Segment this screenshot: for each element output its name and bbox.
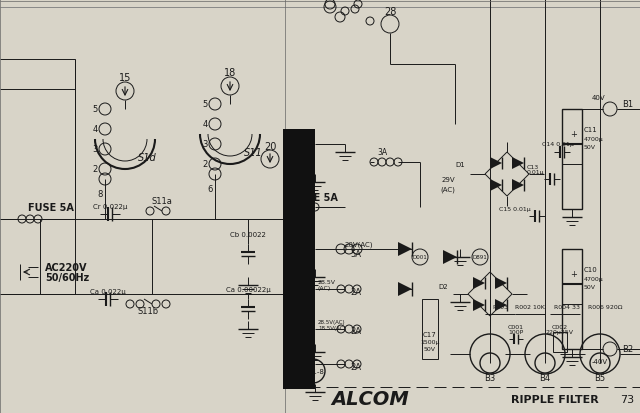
Bar: [283, 130, 315, 389]
Text: 4700μ: 4700μ: [584, 137, 604, 142]
Text: 29V: 29V: [284, 214, 298, 221]
Text: S11b: S11b: [138, 307, 159, 316]
Text: 28: 28: [384, 7, 396, 17]
Text: C001
100P: C001 100P: [508, 324, 524, 335]
Text: 2: 2: [202, 160, 207, 169]
Text: +: +: [571, 130, 577, 139]
Polygon shape: [495, 299, 507, 311]
Polygon shape: [443, 250, 457, 264]
Text: 3A: 3A: [377, 148, 387, 157]
Text: 3: 3: [202, 140, 208, 149]
Text: Ca 0.00022μ: Ca 0.00022μ: [226, 286, 270, 292]
Text: R004 33: R004 33: [554, 305, 580, 310]
Text: R002 10K: R002 10K: [515, 305, 545, 310]
Text: C13
0.01μ: C13 0.01μ: [527, 164, 545, 175]
Text: D2: D2: [438, 283, 448, 289]
Text: 2A: 2A: [350, 327, 361, 336]
Text: C17: C17: [423, 331, 437, 337]
Text: 2A: 2A: [350, 288, 361, 297]
Text: 2A: 2A: [350, 363, 361, 372]
Bar: [553, 332, 567, 352]
Bar: [562, 110, 582, 209]
Text: C002
220μ25V: C002 220μ25V: [546, 324, 574, 335]
Text: 8: 8: [97, 190, 102, 199]
Text: 5: 5: [202, 100, 207, 109]
Text: 50V: 50V: [584, 285, 596, 290]
Text: R003: R003: [492, 305, 508, 310]
Text: 50V: 50V: [424, 347, 436, 351]
Bar: [422, 299, 438, 359]
Text: 4: 4: [202, 120, 207, 129]
Text: B5: B5: [595, 374, 605, 382]
Text: AC220V: AC220V: [45, 262, 88, 272]
Text: 6: 6: [207, 185, 212, 194]
Text: 5A: 5A: [350, 250, 361, 259]
Text: S11: S11: [244, 147, 262, 158]
Text: FUSE 5A: FUSE 5A: [292, 192, 338, 202]
Text: B4: B4: [540, 374, 550, 382]
Polygon shape: [512, 158, 524, 170]
Text: (AC): (AC): [284, 222, 299, 229]
Text: Ca 0.022μ: Ca 0.022μ: [90, 288, 126, 294]
Text: Cb 0.0022: Cb 0.0022: [230, 231, 266, 237]
Text: -40V: -40V: [592, 358, 608, 364]
Polygon shape: [398, 282, 412, 296]
Text: 18: 18: [224, 68, 236, 78]
Text: 50/60Hz: 50/60Hz: [45, 272, 89, 282]
Text: R006 920Ω: R006 920Ω: [588, 305, 622, 310]
Polygon shape: [398, 242, 412, 256]
Polygon shape: [473, 277, 485, 289]
Text: 73: 73: [620, 394, 634, 404]
Text: 4700μ: 4700μ: [584, 277, 604, 282]
Text: RIPPLE FILTER: RIPPLE FILTER: [511, 394, 599, 404]
Text: 3: 3: [92, 145, 98, 154]
Text: 20V(AC): 20V(AC): [345, 241, 374, 248]
Polygon shape: [512, 180, 524, 192]
Text: 2: 2: [92, 165, 98, 174]
Text: C11: C11: [584, 127, 598, 133]
Text: ALCOM: ALCOM: [331, 389, 409, 408]
Text: (AC): (AC): [440, 186, 455, 193]
Text: (AC): (AC): [318, 286, 332, 291]
Polygon shape: [473, 299, 485, 311]
Text: 28.5V(AC): 28.5V(AC): [318, 320, 346, 325]
Text: S11a: S11a: [152, 197, 173, 206]
Text: 5: 5: [92, 105, 98, 114]
Polygon shape: [490, 180, 502, 192]
Text: D001: D001: [413, 255, 428, 260]
Text: B1: B1: [622, 100, 633, 109]
Text: D1: D1: [455, 161, 465, 168]
Text: 20: 20: [264, 142, 276, 152]
Text: 29V: 29V: [442, 177, 455, 183]
Text: S1d: S1d: [138, 153, 156, 163]
Text: 28.5V: 28.5V: [318, 280, 336, 285]
Text: 15: 15: [119, 73, 131, 83]
Text: C15 0.01μ: C15 0.01μ: [499, 207, 531, 212]
Bar: [562, 249, 582, 349]
Text: C14 0.01μ: C14 0.01μ: [542, 142, 574, 147]
Text: C10: C10: [584, 266, 598, 272]
Text: P.L.1-8: P.L.1-8: [301, 368, 324, 374]
Polygon shape: [495, 277, 507, 289]
Bar: [0, 0, 285, 413]
Text: B3: B3: [484, 374, 495, 382]
Text: FUSE 5A: FUSE 5A: [28, 202, 74, 212]
Text: D891: D891: [472, 255, 488, 260]
Text: 50V: 50V: [584, 145, 596, 150]
Text: Cr 0.022μ: Cr 0.022μ: [93, 204, 127, 209]
Text: 40V: 40V: [592, 95, 605, 101]
Polygon shape: [490, 158, 502, 170]
Text: 1500μ: 1500μ: [420, 339, 440, 345]
Text: B2: B2: [622, 345, 633, 354]
Text: +: +: [571, 270, 577, 279]
Text: 18.5V(AC): 18.5V(AC): [318, 326, 346, 331]
Text: 4: 4: [92, 125, 98, 134]
